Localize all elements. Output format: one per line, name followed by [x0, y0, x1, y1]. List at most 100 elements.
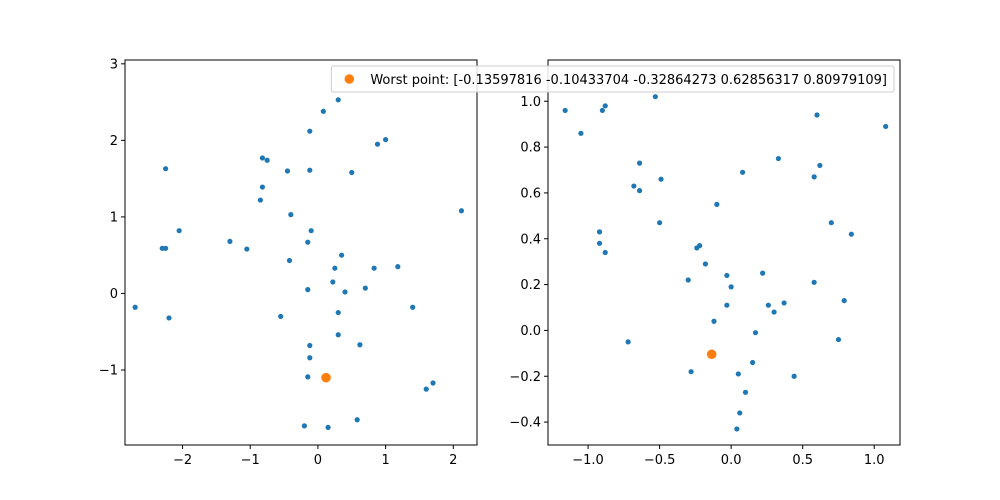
right-y-tick-label: 0.6	[520, 186, 541, 201]
right-x-tick-label: 1.0	[864, 453, 885, 468]
left-worst-point	[321, 372, 331, 383]
left-data-point	[308, 228, 314, 234]
left-data-point	[342, 289, 348, 295]
left-data-point	[357, 342, 363, 348]
left-data-point	[307, 355, 313, 361]
left-data-point	[430, 380, 436, 386]
right-y-tick-label: 1.0	[520, 95, 541, 110]
right-data-point	[728, 284, 734, 290]
right-data-point	[688, 369, 694, 375]
right-plot: −1.0 −0.5 0.0 0.5 1.0 −0.4 −0.2 0.0 0.2 0.4 0.6 0.8…	[509, 59, 901, 468]
left-data-point	[349, 169, 355, 176]
left-data-point	[335, 332, 341, 338]
left-data-point	[374, 141, 381, 147]
right-data-point	[711, 318, 717, 324]
left-data-point	[395, 264, 401, 270]
left-data-point	[458, 208, 465, 214]
right-data-point	[750, 359, 756, 366]
left-x-tick-label: −1	[241, 453, 260, 468]
right-worst-point	[706, 349, 717, 360]
right-data-point	[811, 279, 817, 285]
right-data-point	[724, 272, 730, 279]
right-data-point	[791, 373, 797, 379]
left-data-point	[383, 137, 389, 143]
left-data-point	[163, 245, 169, 251]
right-data-point	[740, 169, 746, 175]
left-y-tick-label: 2	[110, 134, 118, 149]
left-data-point	[339, 252, 345, 258]
left-data-point	[301, 423, 307, 429]
right-data-point	[658, 176, 664, 182]
left-data-point	[278, 313, 284, 320]
right-data-point	[724, 302, 730, 308]
right-data-point	[602, 103, 608, 109]
left-data-point	[305, 239, 311, 245]
right-data-point	[883, 123, 889, 130]
left-data-point	[284, 168, 291, 174]
left-data-point	[362, 285, 368, 291]
left-data-point	[257, 197, 263, 203]
left-data-point	[176, 228, 182, 234]
right-data-point	[631, 183, 637, 189]
left-data-point	[320, 108, 326, 114]
left-data-point	[244, 246, 250, 252]
right-data-point	[765, 302, 771, 308]
left-data-point	[371, 265, 377, 271]
right-data-point	[652, 94, 658, 100]
right-data-point	[596, 240, 603, 246]
left-data-point	[332, 265, 338, 271]
right-data-point	[817, 162, 823, 169]
left-y-tick-label: 1	[110, 210, 118, 225]
right-data-point	[562, 107, 568, 114]
left-data-point	[264, 157, 270, 163]
legend-label: Worst point: [-0.13597816 -0.10433704 -0…	[370, 73, 887, 88]
right-data-point	[735, 371, 741, 377]
legend-box	[330, 65, 895, 93]
left-data-point	[288, 212, 294, 218]
right-y-tick-label: 0.0	[520, 324, 541, 339]
left-data-point	[335, 309, 341, 316]
right-y-tick-label: 0.8	[520, 141, 541, 156]
left-data-point	[354, 417, 360, 423]
right-data-point	[714, 201, 720, 207]
right-data-point	[685, 277, 691, 283]
left-plot-frame	[124, 59, 478, 446]
left-data-point	[335, 97, 341, 103]
right-x-tick-label: 0.5	[792, 453, 813, 468]
left-data-point	[259, 184, 266, 190]
right-data-point	[742, 389, 749, 395]
right-y-tick-label: −0.2	[509, 370, 541, 385]
left-y-tick-label: −1	[99, 363, 118, 378]
left-data-point	[227, 238, 233, 245]
right-data-point	[848, 231, 854, 237]
right-data-point	[578, 130, 584, 136]
right-y-tick-label: 0.2	[520, 278, 541, 293]
right-data-point	[775, 155, 781, 162]
left-data-point	[330, 279, 336, 285]
right-data-point	[599, 107, 605, 114]
right-x-tick-label: 0.0	[721, 453, 742, 468]
right-x-tick-label: −1.0	[572, 453, 604, 468]
left-data-point	[259, 155, 266, 161]
left-data-point	[305, 287, 311, 293]
right-data-point	[657, 220, 663, 226]
left-data-point	[163, 166, 169, 172]
right-data-point	[835, 336, 842, 343]
left-data-point	[423, 386, 429, 392]
right-data-point	[697, 243, 703, 249]
right-data-point	[602, 249, 608, 256]
right-data-point	[828, 220, 834, 226]
legend: Worst point: [-0.13597816 -0.10433704 -0…	[330, 65, 895, 93]
right-plot-frame	[547, 59, 901, 446]
right-data-point	[781, 300, 787, 306]
right-data-point	[636, 160, 643, 166]
right-data-point	[596, 229, 603, 235]
left-data-point	[166, 315, 172, 321]
left-x-tick-label: 1	[381, 453, 389, 468]
left-data-point	[286, 257, 293, 264]
right-data-point	[771, 309, 777, 315]
left-y-tick-label: 0	[110, 287, 118, 302]
left-data-point	[305, 374, 311, 380]
right-x-tick-label: −0.5	[644, 453, 676, 468]
